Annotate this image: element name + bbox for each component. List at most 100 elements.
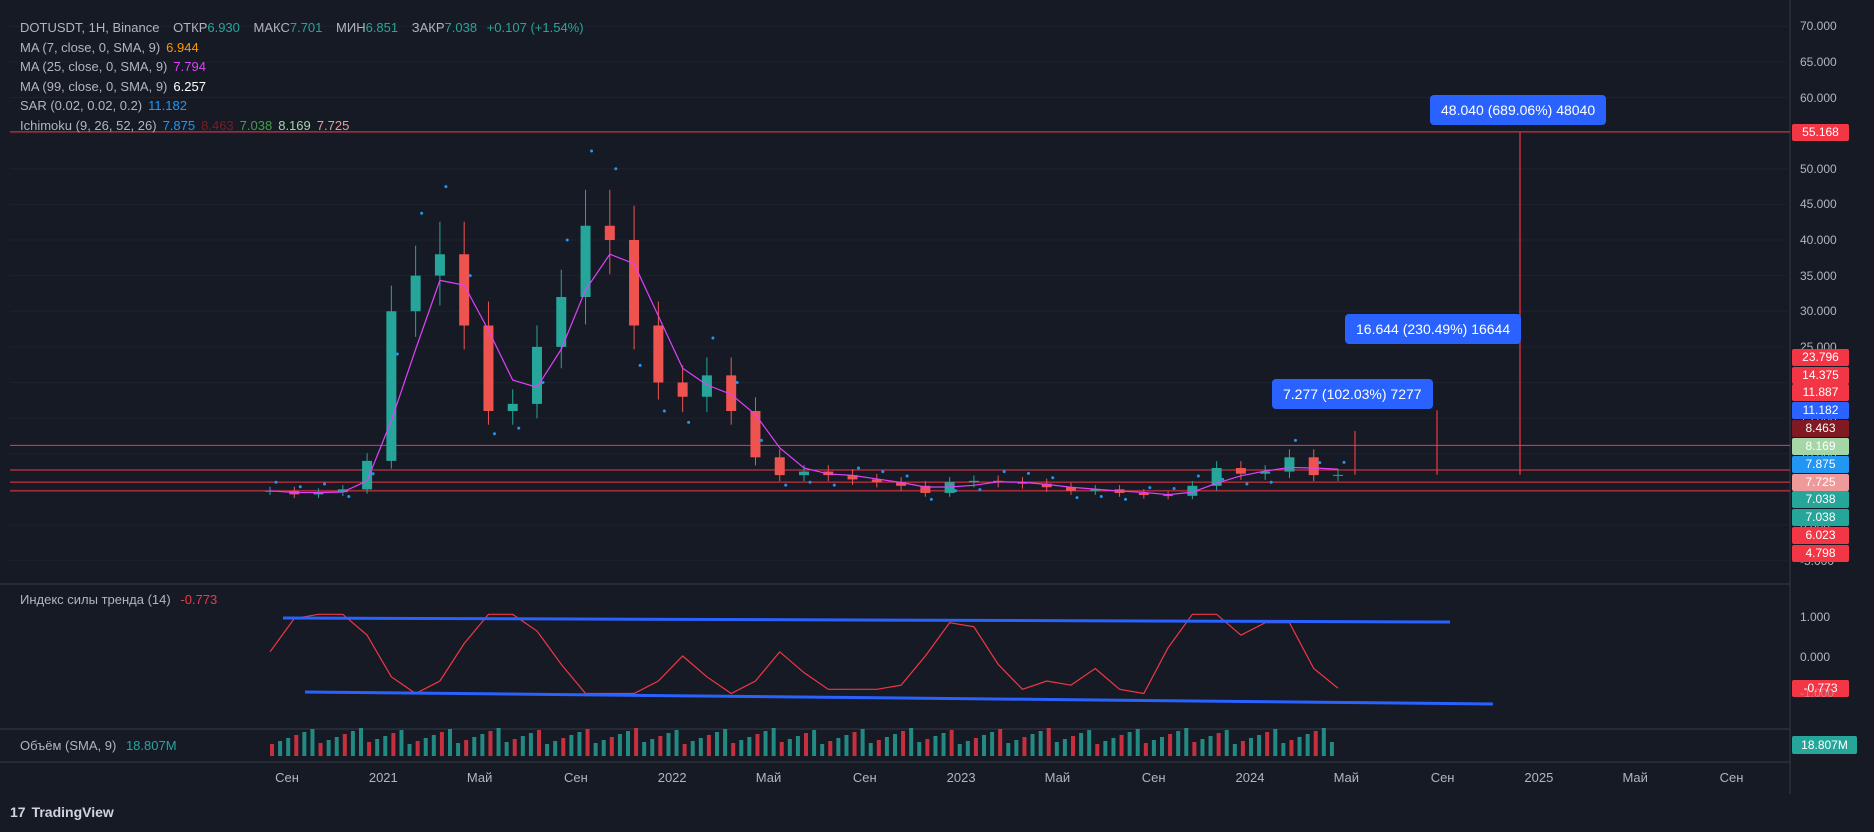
price-tick: 50.000 (1800, 161, 1837, 176)
volume-bar (375, 739, 380, 756)
volume-bar (1046, 728, 1051, 756)
volume-bar (957, 744, 962, 756)
sar-dot (1075, 496, 1079, 500)
measure-label-2[interactable]: 16.644 (230.49%) 16644 (1345, 314, 1522, 344)
symbol-title: DOTUSDT, 1H, Binance (20, 20, 160, 35)
sar-dot (784, 483, 788, 487)
volume-bar (431, 735, 436, 756)
candle-body (677, 382, 688, 397)
price-tag: 23.796 (1792, 348, 1849, 366)
indicator-value: 7.725 (316, 117, 350, 133)
candle-body (1284, 457, 1295, 472)
volume-bar (1224, 730, 1229, 756)
candle-body (799, 471, 809, 476)
volume-bar (407, 744, 412, 756)
ma-line (269, 253, 1339, 496)
candle-body (1041, 483, 1052, 488)
volume-bar (836, 738, 841, 756)
volume-bar (868, 743, 873, 756)
price-tag: 7.875 (1792, 455, 1849, 473)
volume-bar (739, 740, 744, 756)
sar-dot (857, 466, 861, 470)
candle-body (653, 325, 664, 383)
volume-tag: 18.807M (1792, 736, 1857, 754)
sar-dot (687, 420, 691, 424)
volume-bar (852, 732, 857, 756)
volume-bar (383, 736, 388, 756)
volume-bar (504, 742, 509, 756)
close-label: ЗАКР (411, 20, 445, 35)
volume-bar (1265, 732, 1270, 756)
candle-body (629, 240, 640, 326)
oscillator-label: Индекс силы тренда (14) (20, 592, 171, 607)
candle-body (386, 311, 397, 461)
sar-dot (395, 352, 399, 356)
candle-body (1308, 457, 1319, 476)
indicator-row: MA (25, close, 0, SMA, 9) 7.794 (20, 57, 584, 77)
candle-body (1066, 487, 1076, 491)
measure-label-1[interactable]: 48.040 (689.06%) 48040 (1430, 95, 1607, 125)
volume-bar (553, 741, 558, 756)
time-tick: Май (1622, 770, 1648, 785)
tradingview-logo[interactable]: 17 TradingView (10, 804, 114, 820)
volume-bar (650, 739, 655, 756)
volume-bar (933, 736, 938, 756)
volume-bar (820, 744, 825, 756)
price-tag: 4.798 (1792, 544, 1849, 562)
volume-bar (1297, 737, 1302, 756)
sar-dot (1051, 476, 1055, 480)
volume-bar (1176, 731, 1181, 756)
volume-bar (893, 734, 897, 756)
volume-bar (367, 742, 372, 756)
volume-bar (747, 737, 752, 756)
time-tick: Сен (1141, 770, 1166, 785)
sar-dot (1245, 482, 1249, 486)
candle-body (556, 297, 567, 347)
volume-bar (1014, 740, 1019, 756)
volume-bar (318, 743, 323, 756)
volume-bar (925, 739, 930, 756)
volume-bar (973, 738, 978, 756)
sar-dot (323, 482, 327, 486)
indicator-value: 7.875 (162, 117, 196, 133)
volume-bar (909, 728, 914, 756)
volume-bar (884, 737, 889, 756)
price-tag: 11.182 (1792, 402, 1849, 420)
volume-bar (448, 729, 452, 756)
price-tick: 60.000 (1800, 90, 1837, 105)
volume-bar (998, 729, 1003, 756)
volume-bar (488, 731, 493, 756)
symbol-row: DOTUSDT, 1H, Binance ОТКР6.930 МАКС7.701… (20, 18, 584, 38)
price-tag: 6.023 (1792, 526, 1849, 544)
indicator-value: 7.794 (173, 59, 206, 74)
sar-dot (517, 426, 521, 430)
volume-bar (359, 728, 363, 756)
osc-tick-neg1: -1.000 (1800, 686, 1835, 700)
volume-bar (1143, 743, 1148, 756)
volume-bar (990, 732, 995, 756)
volume-bar (1168, 734, 1173, 756)
volume-bar (626, 731, 630, 756)
candle-body (774, 457, 785, 476)
indicator-row: Ichimoku (9, 26, 52, 26) 7.875 8.463 7.038 8… (20, 116, 584, 136)
osc-tick-0: 0.000 (1800, 650, 1831, 664)
volume-bar (731, 743, 736, 756)
candle-body (920, 485, 931, 493)
volume-bar (1208, 736, 1213, 756)
sar-dot (1342, 460, 1346, 464)
sar-dot (954, 489, 958, 493)
volume-bar (779, 742, 784, 756)
measure-label-3[interactable]: 7.277 (102.03%) 7277 (1272, 379, 1433, 409)
volume-bar (342, 734, 347, 756)
volume-bar (326, 740, 331, 756)
volume-bar (569, 735, 574, 756)
sar-dot (735, 381, 739, 384)
volume-bar (1232, 744, 1237, 756)
candle-body (1333, 474, 1343, 476)
volume-bar (528, 733, 533, 756)
volume-bar (1329, 742, 1334, 756)
candle-body (1138, 492, 1149, 496)
volume-bar (1151, 740, 1156, 756)
volume-bar (901, 731, 906, 756)
